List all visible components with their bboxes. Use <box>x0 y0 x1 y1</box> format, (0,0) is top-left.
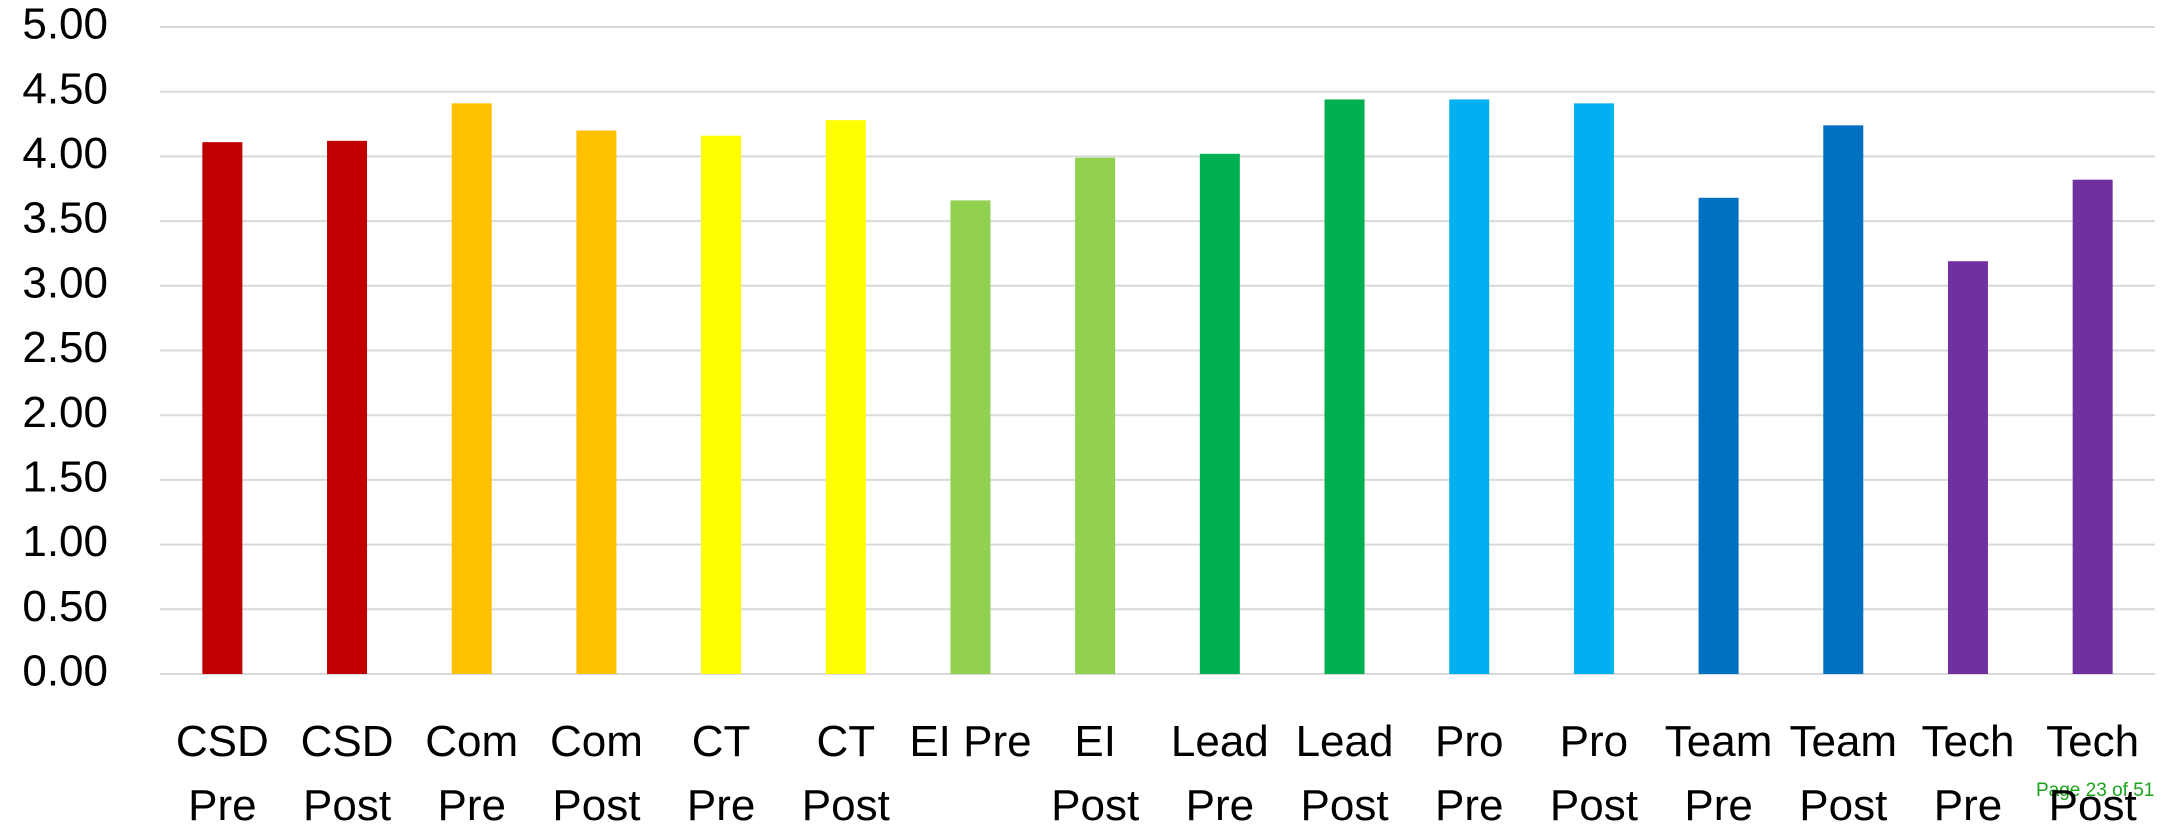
bar <box>451 103 492 674</box>
bar <box>1199 153 1240 674</box>
x-tick-label: Pro Post <box>1549 717 1638 828</box>
x-tick-label: CT Post <box>801 717 890 828</box>
x-tick-label: CT Pre <box>686 717 756 828</box>
bar <box>825 120 866 675</box>
bar <box>202 142 243 674</box>
bar <box>327 140 368 674</box>
bar <box>576 130 617 674</box>
x-tick-label: Team Post <box>1789 717 1898 828</box>
x-tick-label: Com Pre <box>425 717 519 828</box>
x-tick-label: CSD Pre <box>175 717 269 828</box>
y-tick-label: 4.50 <box>22 64 108 113</box>
x-tick-label: Pro Pre <box>1434 717 1504 828</box>
y-tick-label: 5.00 <box>22 0 108 49</box>
y-tick-label: 0.50 <box>22 582 108 631</box>
bar <box>1449 99 1490 675</box>
bar <box>1823 125 1864 675</box>
y-tick-label: 2.50 <box>22 323 108 372</box>
y-tick-label: 1.50 <box>22 453 108 502</box>
x-tick-label: EI Pre <box>909 717 1032 766</box>
y-tick-label: 4.00 <box>22 129 108 178</box>
page-footer: Page 23 of 51 <box>2036 780 2155 801</box>
x-tick-label: Tech Pre <box>1921 717 2015 828</box>
bar <box>2072 179 2113 674</box>
x-tick-label: EI Post <box>1051 717 1140 828</box>
bar <box>701 135 742 675</box>
bar <box>1698 197 1739 675</box>
bar <box>950 200 991 674</box>
y-tick-label: 3.00 <box>22 258 108 307</box>
x-tick-label: Lead Post <box>1295 717 1394 828</box>
y-tick-label: 0.00 <box>22 647 108 696</box>
x-tick-label: Com Post <box>549 717 643 828</box>
bar <box>1075 157 1116 675</box>
y-tick-label: 2.00 <box>22 388 108 437</box>
x-tick-label: Lead Pre <box>1170 717 1269 828</box>
x-tick-label: CSD Post <box>300 717 394 828</box>
y-tick-label: 1.00 <box>22 517 108 566</box>
x-tick-label: Tech Post <box>2046 717 2140 828</box>
bar <box>1947 261 1988 674</box>
bar <box>1573 103 1614 674</box>
x-tick-label: Team Pre <box>1664 717 1773 828</box>
y-tick-label: 3.50 <box>22 194 108 243</box>
bar <box>1324 99 1365 675</box>
